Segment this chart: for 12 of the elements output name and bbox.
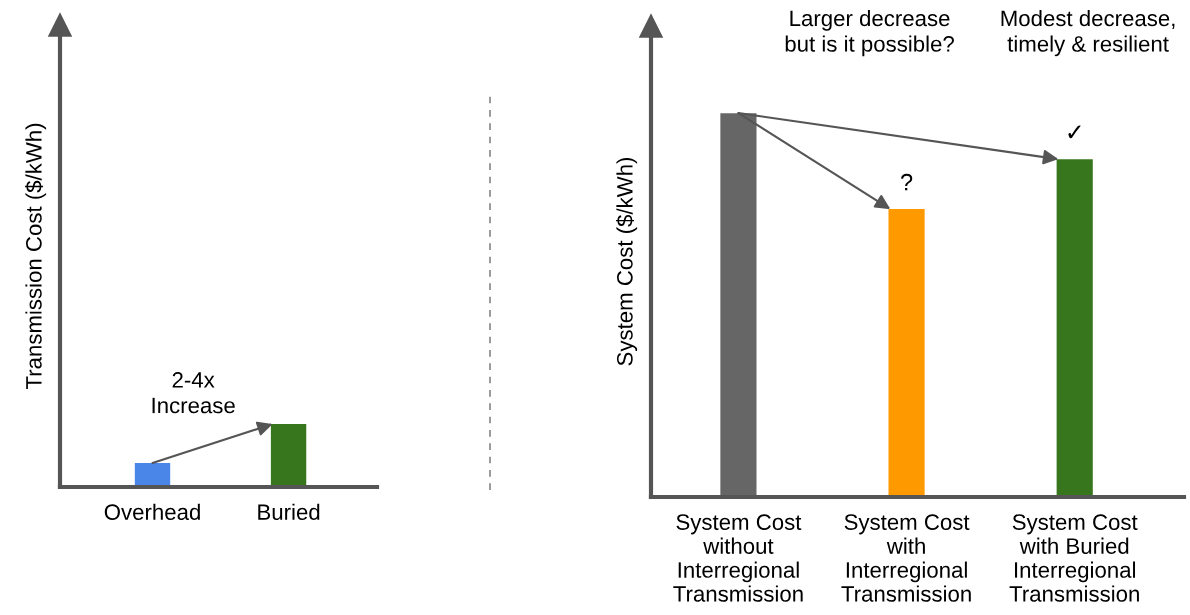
x-tick-label: System Cost without Interregional Transmission (673, 514, 803, 602)
x-tick-label: System Cost with Interregional Transmission (841, 514, 971, 602)
x-tick-label: Buried (258, 503, 320, 520)
x-tick-label: System Cost with Buried Interregional Transmission (1009, 514, 1139, 602)
text: 2-4x Increase (152, 372, 235, 414)
y-axis-title: System Cost ($/kWh) (616, 157, 638, 366)
annotation: ✓ (1068, 125, 1081, 139)
x-tick-label: Overhead (104, 503, 200, 520)
y-axis-title: Transmission Cost ($/kWh) (25, 123, 47, 390)
text: Larger decrease but is it possible? (785, 9, 954, 57)
text: Modest decrease, timely & resilient (1001, 9, 1175, 57)
annotation: ? (900, 173, 913, 191)
